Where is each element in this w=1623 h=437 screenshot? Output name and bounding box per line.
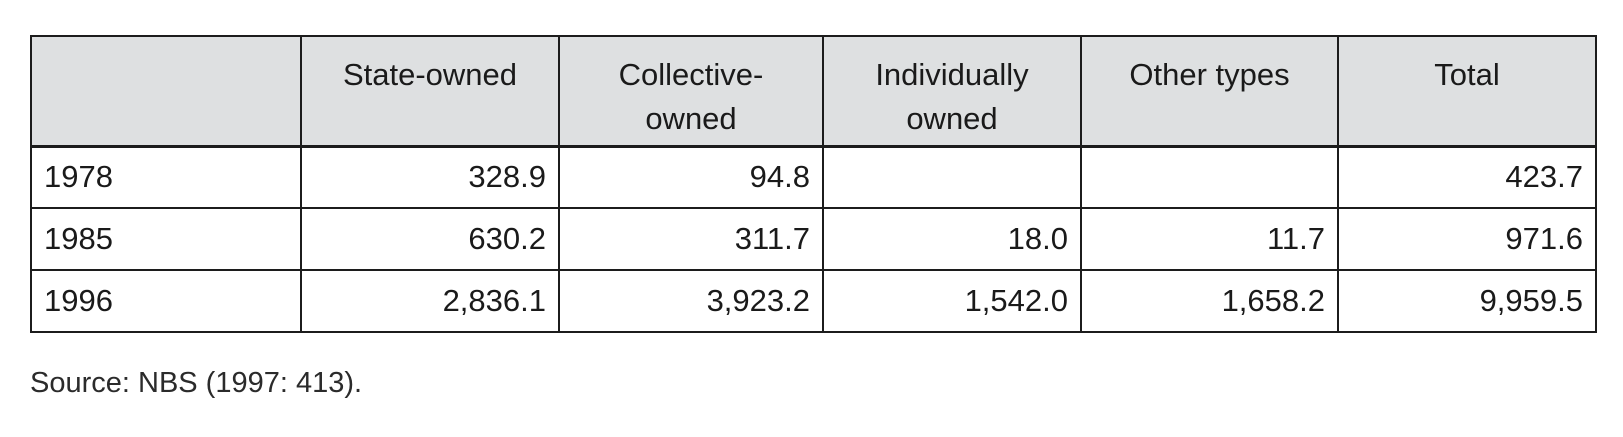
source-note: Source: NBS (1997: 413).	[30, 367, 363, 399]
column-header-total: Total	[1337, 35, 1597, 148]
value-cell-individually-owned	[822, 145, 1082, 209]
column-header-collective-owned: Collective- owned	[558, 35, 824, 148]
value-cell-collective-owned: 94.8	[558, 145, 824, 209]
value-cell-total: 9,959.5	[1337, 269, 1597, 333]
value-cell-collective-owned: 311.7	[558, 207, 824, 271]
header-line: owned	[906, 101, 998, 136]
header-line: Total	[1434, 57, 1500, 92]
table-row-1985: 1985 630.2 311.7 18.0 11.7 971.6	[30, 207, 1597, 271]
year-cell: 1978	[30, 145, 302, 209]
table-row-1978: 1978 328.9 94.8 423.7	[30, 145, 1597, 209]
value-cell-individually-owned: 1,542.0	[822, 269, 1082, 333]
value-cell-state-owned: 630.2	[300, 207, 560, 271]
header-line: Individually	[875, 57, 1029, 92]
value-cell-other-types: 11.7	[1080, 207, 1339, 271]
column-header-other-types: Other types	[1080, 35, 1339, 148]
value-cell-other-types	[1080, 145, 1339, 209]
header-line: Collective-	[618, 57, 764, 92]
value-cell-other-types: 1,658.2	[1080, 269, 1339, 333]
value-cell-total: 423.7	[1337, 145, 1597, 209]
header-line: Other types	[1129, 57, 1290, 92]
value-cell-total: 971.6	[1337, 207, 1597, 271]
year-cell: 1985	[30, 207, 302, 271]
table-body: 1978 328.9 94.8 423.7 1985 630.2 311.7 1…	[30, 145, 1597, 333]
value-cell-state-owned: 2,836.1	[300, 269, 560, 333]
value-cell-state-owned: 328.9	[300, 145, 560, 209]
value-cell-individually-owned: 18.0	[822, 207, 1082, 271]
table-row-1996: 1996 2,836.1 3,923.2 1,542.0 1,658.2 9,9…	[30, 269, 1597, 333]
table-block: State-owned Collective- owned Individual…	[30, 35, 1597, 400]
header-line: owned	[645, 101, 737, 136]
column-header-individually-owned: Individually owned	[822, 35, 1082, 148]
year-cell: 1996	[30, 269, 302, 333]
header-line: State-owned	[342, 57, 518, 92]
column-header-state-owned: State-owned	[300, 35, 560, 148]
table-header: State-owned Collective- owned Individual…	[30, 35, 1597, 148]
column-header-rowlabel	[30, 35, 302, 148]
value-cell-collective-owned: 3,923.2	[558, 269, 824, 333]
ownership-output-table: State-owned Collective- owned Individual…	[30, 35, 1597, 333]
header-row: State-owned Collective- owned Individual…	[30, 35, 1597, 148]
